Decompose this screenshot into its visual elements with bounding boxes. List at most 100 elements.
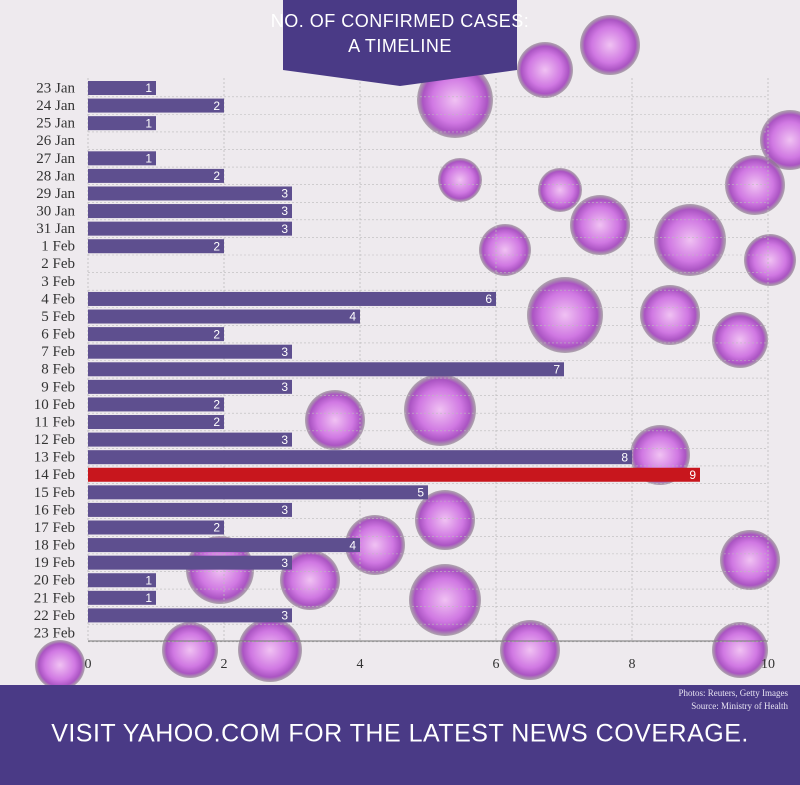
value-label: 2	[213, 169, 220, 183]
value-label: 3	[281, 556, 288, 570]
value-label: 9	[689, 468, 696, 482]
x-tick-label: 6	[493, 657, 500, 672]
value-label: 2	[213, 327, 220, 341]
bar	[88, 502, 292, 517]
bar	[88, 415, 224, 430]
value-label: 3	[281, 609, 288, 623]
plot: 0 2 4 6 8 10 23 Jan 1 24 Jan 2 25 Jan 1 26 Jan 27 Jan…	[34, 78, 775, 672]
y-tick-label: 15 Feb	[34, 485, 75, 501]
y-tick-label: 19 Feb	[34, 555, 75, 571]
bar	[88, 186, 292, 201]
value-label: 2	[213, 99, 220, 113]
y-tick-label: 18 Feb	[34, 538, 75, 554]
y-tick-label: 9 Feb	[41, 379, 75, 395]
bar	[88, 344, 292, 359]
bar	[88, 590, 156, 605]
x-tick-label: 0	[85, 657, 92, 672]
x-tick-label: 10	[761, 657, 775, 672]
y-tick-label: 21 Feb	[34, 590, 75, 606]
y-tick-label: 30 Jan	[36, 203, 75, 219]
y-tick-label: 17 Feb	[34, 520, 75, 536]
y-tick-label: 23 Jan	[36, 80, 75, 96]
y-tick-label: 28 Jan	[36, 168, 75, 184]
y-tick-label: 8 Feb	[41, 362, 75, 378]
footer-message: VISIT YAHOO.COM FOR THE LATEST NEWS COVE…	[51, 720, 749, 748]
title-banner	[283, 0, 517, 86]
value-label: 4	[349, 538, 356, 552]
value-label: 1	[145, 81, 152, 95]
y-tick-label: 25 Jan	[36, 116, 75, 132]
y-tick-label: 5 Feb	[41, 309, 75, 325]
y-tick-label: 31 Jan	[36, 221, 75, 237]
bar	[88, 204, 292, 219]
y-tick-label: 26 Jan	[36, 133, 75, 149]
value-label: 1	[145, 573, 152, 587]
bar	[88, 168, 224, 183]
value-label: 8	[621, 450, 628, 464]
bar	[88, 309, 360, 324]
x-tick-label: 4	[357, 657, 364, 672]
bar	[88, 467, 700, 482]
value-label: 6	[485, 292, 492, 306]
bar	[88, 485, 428, 500]
y-tick-label: 12 Feb	[34, 432, 75, 448]
value-label: 7	[553, 362, 560, 376]
bar	[88, 520, 224, 535]
bar	[88, 573, 156, 588]
y-tick-label: 1 Feb	[41, 239, 75, 255]
value-label: 3	[281, 380, 288, 394]
value-label: 5	[417, 486, 424, 500]
bar	[88, 608, 292, 623]
bar	[88, 397, 224, 412]
source-credit: Source: Ministry of Health	[691, 701, 788, 711]
value-label: 3	[281, 222, 288, 236]
bar	[88, 450, 632, 465]
x-tick-label: 8	[629, 657, 636, 672]
bar	[88, 327, 224, 342]
y-tick-label: 2 Feb	[41, 256, 75, 272]
value-label: 1	[145, 116, 152, 130]
x-tick-label: 2	[221, 657, 228, 672]
value-label: 2	[213, 415, 220, 429]
y-tick-label: 24 Jan	[36, 98, 75, 114]
y-tick-label: 27 Jan	[36, 151, 75, 167]
bar	[88, 379, 292, 394]
bar	[88, 362, 564, 377]
y-tick-label: 16 Feb	[34, 502, 75, 518]
y-tick-label: 4 Feb	[41, 291, 75, 307]
y-tick-label: 6 Feb	[41, 327, 75, 343]
y-tick-label: 7 Feb	[41, 344, 75, 360]
bar	[88, 221, 292, 236]
y-tick-label: 3 Feb	[41, 274, 75, 290]
footer-band	[0, 685, 800, 785]
bar	[88, 239, 224, 254]
bar	[88, 432, 292, 447]
value-label: 3	[281, 204, 288, 218]
chart-title: NO. OF CONFIRMED CASES:	[271, 11, 530, 31]
value-label: 1	[145, 591, 152, 605]
chart-subtitle: A TIMELINE	[348, 36, 452, 56]
y-tick-label: 13 Feb	[34, 450, 75, 466]
bar	[88, 555, 292, 570]
background-image	[35, 15, 800, 690]
value-label: 2	[213, 239, 220, 253]
bar	[88, 81, 156, 95]
y-tick-label: 20 Feb	[34, 573, 75, 589]
value-label: 3	[281, 187, 288, 201]
bar	[88, 291, 496, 306]
value-label: 2	[213, 398, 220, 412]
bar	[88, 151, 156, 166]
bar	[88, 116, 156, 131]
y-tick-label: 29 Jan	[36, 186, 75, 202]
y-tick-label: 14 Feb	[34, 467, 75, 483]
bar	[88, 538, 360, 553]
y-tick-label: 10 Feb	[34, 397, 75, 413]
value-label: 3	[281, 433, 288, 447]
bar	[88, 98, 224, 113]
value-label: 3	[281, 503, 288, 517]
value-label: 1	[145, 151, 152, 165]
y-tick-label: 23 Feb	[34, 625, 75, 641]
value-label: 3	[281, 345, 288, 359]
y-tick-label: 22 Feb	[34, 608, 75, 624]
